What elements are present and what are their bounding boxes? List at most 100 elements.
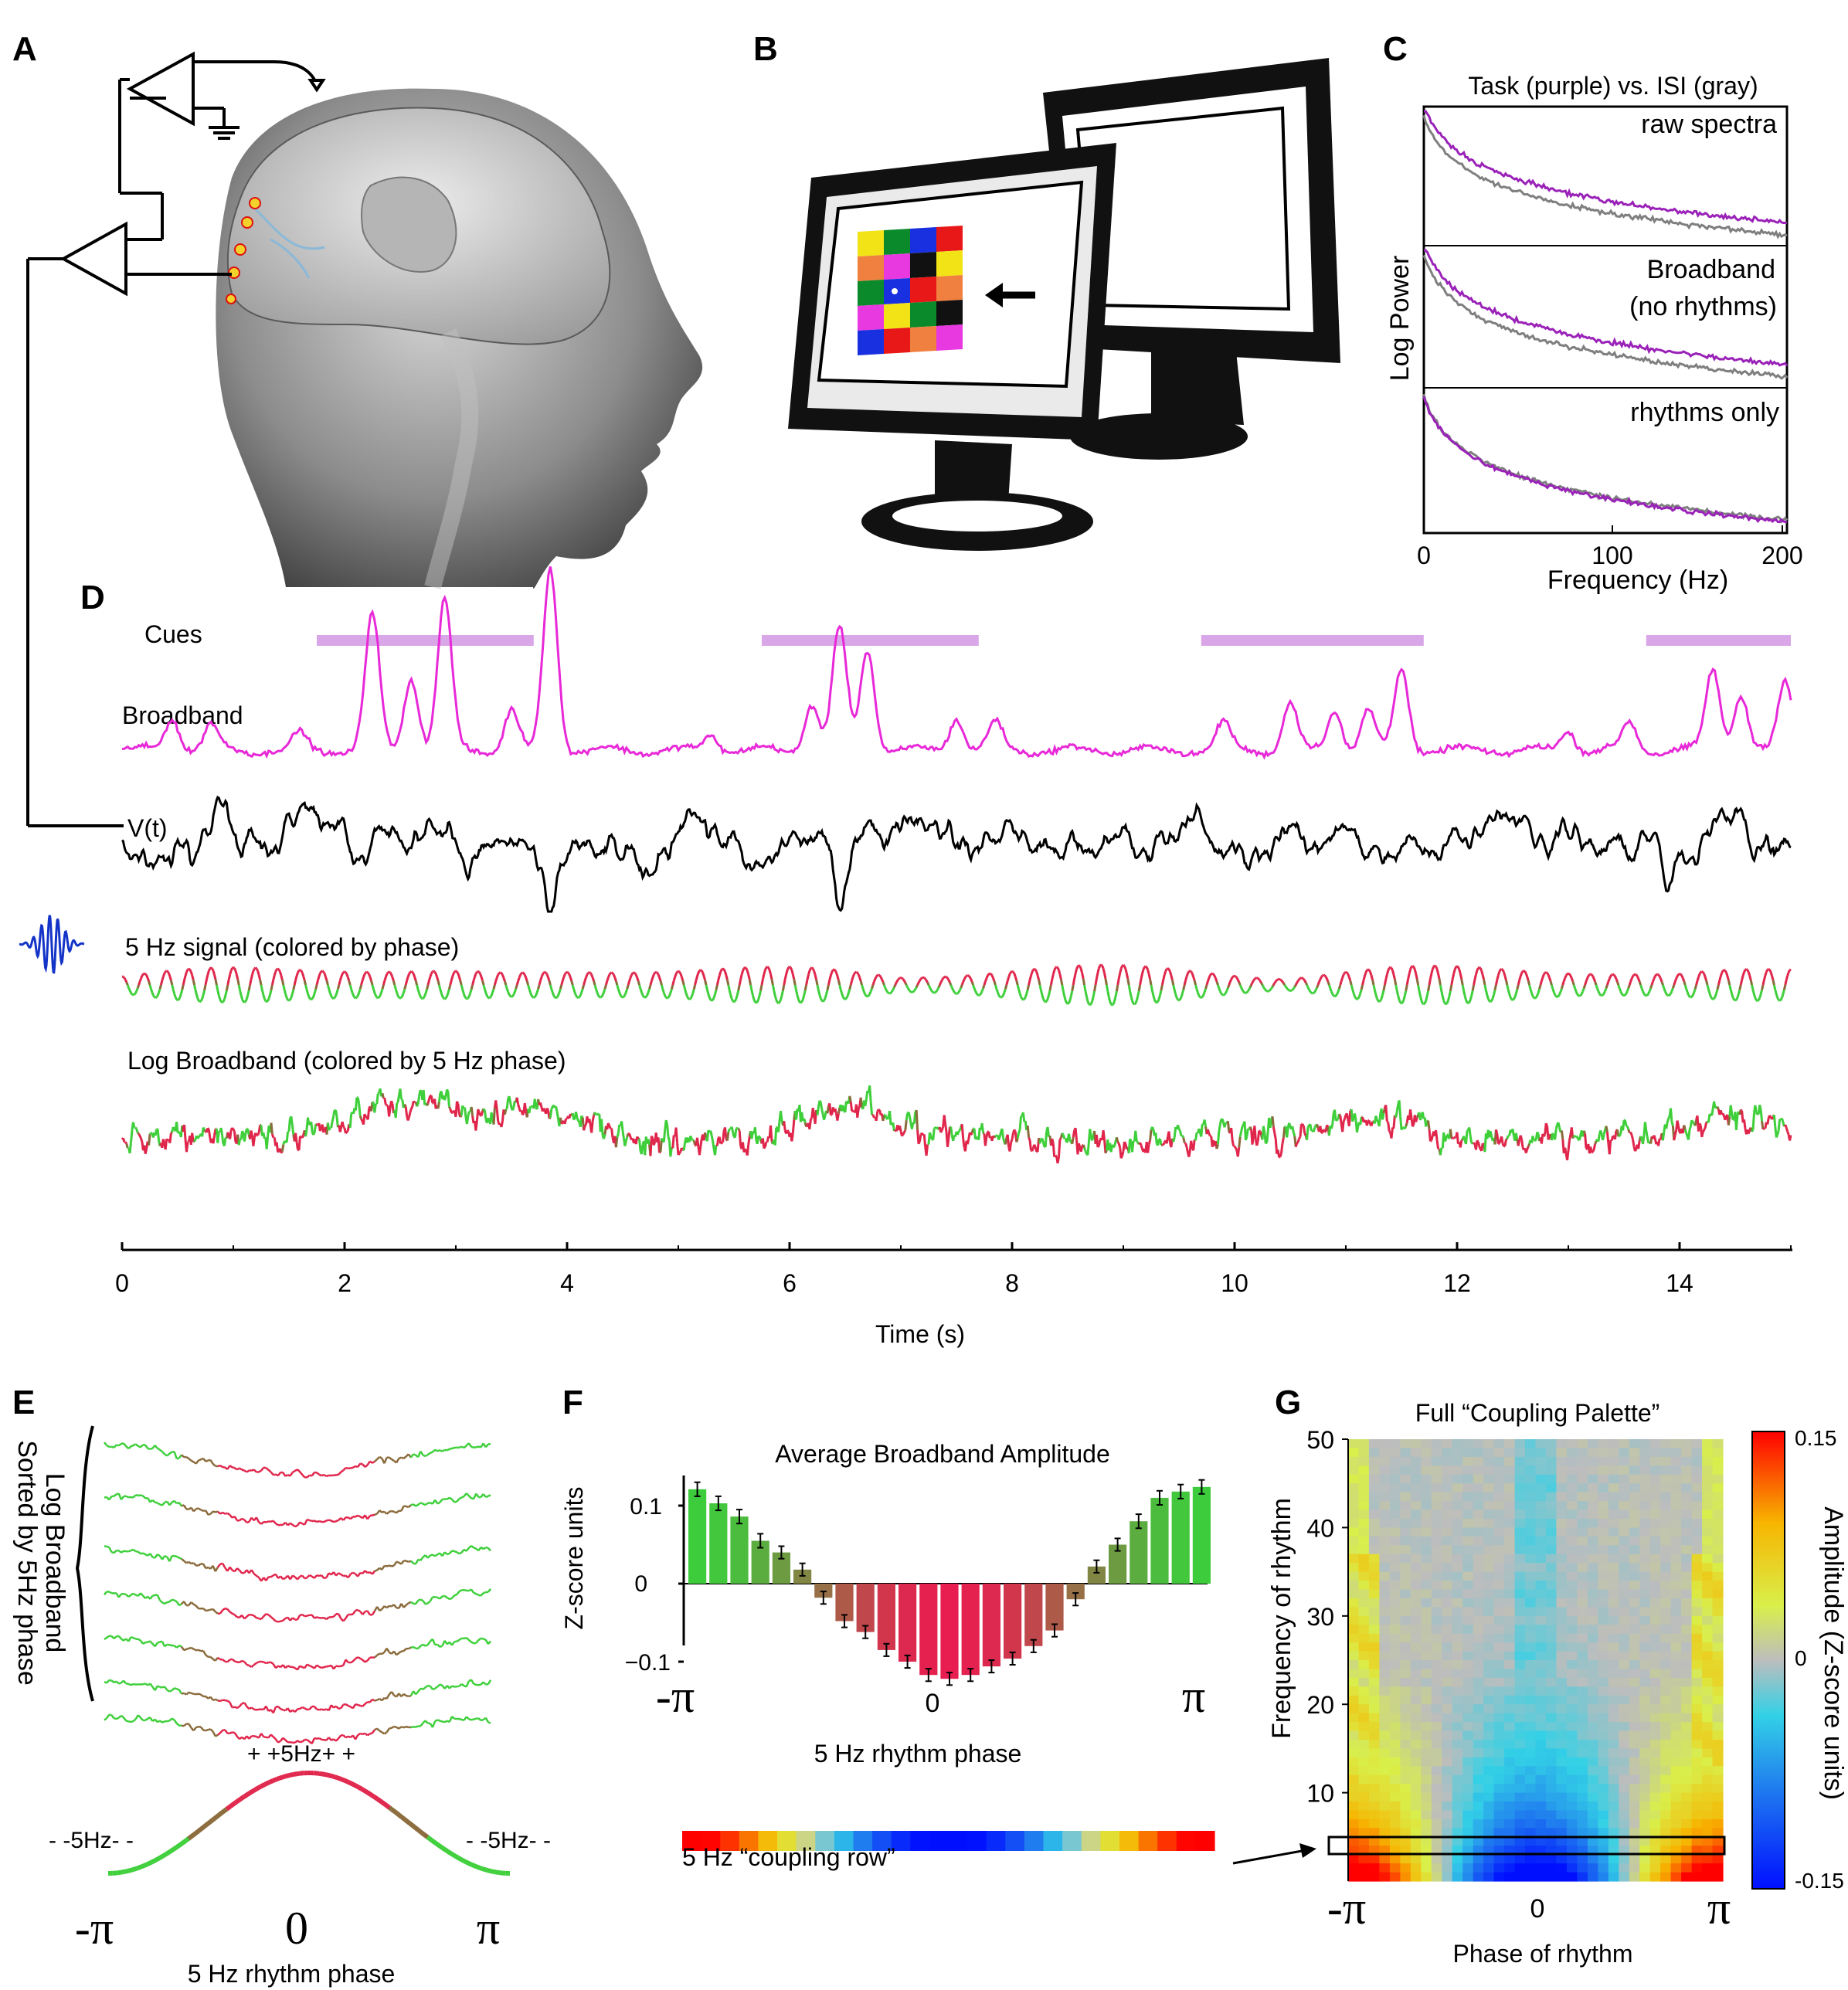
panel-a-label: A [12,30,37,68]
bar-series [688,1479,1211,1686]
panel-a: A [12,30,703,827]
panel-c: C Task (purple) vs. ISI (gray) Log Power… [1383,30,1803,595]
time-tick-label: 0 [115,1269,129,1297]
coupling-row-cell [815,1831,835,1851]
panel-g-ytick-label: 50 [1306,1426,1334,1454]
colorbar-tick-min: -0.15 [1795,1869,1844,1893]
coupling-row-cell [1005,1831,1025,1851]
bar [899,1584,917,1662]
voltage-label: V(t) [127,814,168,842]
task-spectrum-line [1422,396,1788,524]
panel-g-x-left: -π [1327,1883,1366,1934]
panel-f-x-right: π [1182,1671,1205,1722]
coupling-row-cell [1062,1831,1082,1851]
coupling-row-cell [739,1831,759,1851]
minus-five-hz-left-label: - -5Hz- - [49,1828,134,1853]
panel-g-title: Full “Coupling Palette” [1415,1399,1660,1427]
panel-e: E Log Broadband Sorted by 5Hz phase + +5… [12,1384,551,1988]
subpanel-label-no-rhythms: (no rhythms) [1629,292,1777,321]
amplifier-circuit [26,51,326,827]
coupling-row-cell [891,1831,911,1851]
panel-e-x-right: π [477,1903,500,1954]
colorbar-label: Amplitude (Z-score units) [1819,1506,1848,1800]
subpanel-label-rhythms-only: rhythms only [1630,398,1779,427]
panel-g-x-mid: 0 [1530,1894,1545,1924]
panel-f-title: Average Broadband Amplitude [775,1440,1110,1468]
panel-g-x-right: π [1707,1883,1731,1934]
bar [1045,1584,1064,1631]
panel-c-ylabel: Log Power [1385,256,1415,382]
plus-five-hz-label: + +5Hz+ + [247,1741,355,1767]
back-monitor [1043,58,1340,460]
coupling-row-cell [1157,1831,1177,1851]
colorbar-tick-zero: 0 [1795,1646,1807,1670]
cue-bars [317,635,1791,646]
coupling-row-highlight [1327,1835,1726,1856]
panel-g-xlabel: Phase of rhythm [1453,1940,1633,1968]
head-xray-image [216,88,703,589]
bar [1109,1544,1127,1584]
coupling-row-cell [720,1831,740,1851]
panel-c-spectra [1422,110,1789,533]
voltage-trace [121,795,1792,913]
time-tick-label: 6 [783,1269,797,1297]
bar [982,1584,1000,1667]
panel-f-label: F [562,1384,583,1421]
time-tick-label: 2 [338,1269,352,1297]
coupling-row-cell [777,1831,797,1851]
bar [709,1503,728,1584]
isi-spectrum-line [1422,114,1788,239]
coupling-row-cell [1176,1831,1196,1851]
panel-e-label: E [12,1384,35,1421]
time-tick-label: 4 [560,1269,574,1297]
cues-label: Cues [144,620,202,648]
broadband-label: Broadband [122,701,243,729]
panel-e-x-left: -π [75,1903,114,1954]
coupling-row-cell [1024,1831,1045,1851]
five-hz-label: 5 Hz signal (colored by phase) [125,933,459,961]
coupling-heatmap [1348,1439,1724,1882]
bar [1192,1486,1211,1584]
bar [835,1584,854,1622]
bar [1171,1491,1190,1584]
panel-f-ylabel: Z-score units [560,1487,588,1630]
colorbar [1751,1431,1785,1890]
panel-b: B [753,30,1340,551]
panel-g-ytick-label: 20 [1306,1691,1334,1719]
five-hz-trace [121,963,1792,1007]
time-tick-label: 10 [1221,1269,1248,1297]
bar [751,1540,769,1584]
panel-c-label: C [1383,30,1408,68]
coupling-row-cell [910,1831,930,1851]
panel-c-xlabel: Frequency (Hz) [1547,565,1728,595]
bar [772,1552,790,1584]
coupling-row-cell [1138,1831,1158,1851]
panel-f: F Average Broadband Amplitude Z-score un… [560,1384,1316,1871]
minus-five-hz-right-label: - -5Hz- - [466,1828,551,1853]
bar [1004,1584,1022,1659]
subpanel-label-raw: raw spectra [1641,110,1777,139]
panel-f-x-left: -π [656,1671,695,1722]
panel-e-side-label-1: Log Broadband [40,1473,70,1653]
arrow-right-icon [1232,1843,1316,1865]
panel-f-x-mid: 0 [926,1689,940,1718]
panel-f-ytick-0: 0 [634,1571,647,1597]
colorbar-tick-max: 0.15 [1795,1426,1837,1450]
task-spectrum-line [1424,249,1789,367]
bar [688,1489,707,1584]
panel-f-xlabel: 5 Hz rhythm phase [814,1740,1022,1768]
coupling-row-cell [834,1831,854,1851]
panel-g-label: G [1275,1384,1301,1421]
panel-c-xtick-100: 100 [1592,542,1632,569]
cue-bar [1201,635,1424,646]
panel-c-frame [1422,105,1789,535]
coupling-row-cell [948,1831,968,1851]
panel-e-side-label-2: Sorted by 5Hz phase [12,1440,42,1686]
panel-c-title: Task (purple) vs. ISI (gray) [1468,72,1758,100]
panel-d-label: D [80,579,105,616]
panel-d: D Cues Broadband V(t) 5 Hz signal (color… [19,566,1792,1348]
sorted-traces [104,1442,492,1745]
time-tick-label: 12 [1443,1269,1471,1297]
panel-g: G Full “Coupling Palette” Frequency of r… [1267,1384,1848,1968]
